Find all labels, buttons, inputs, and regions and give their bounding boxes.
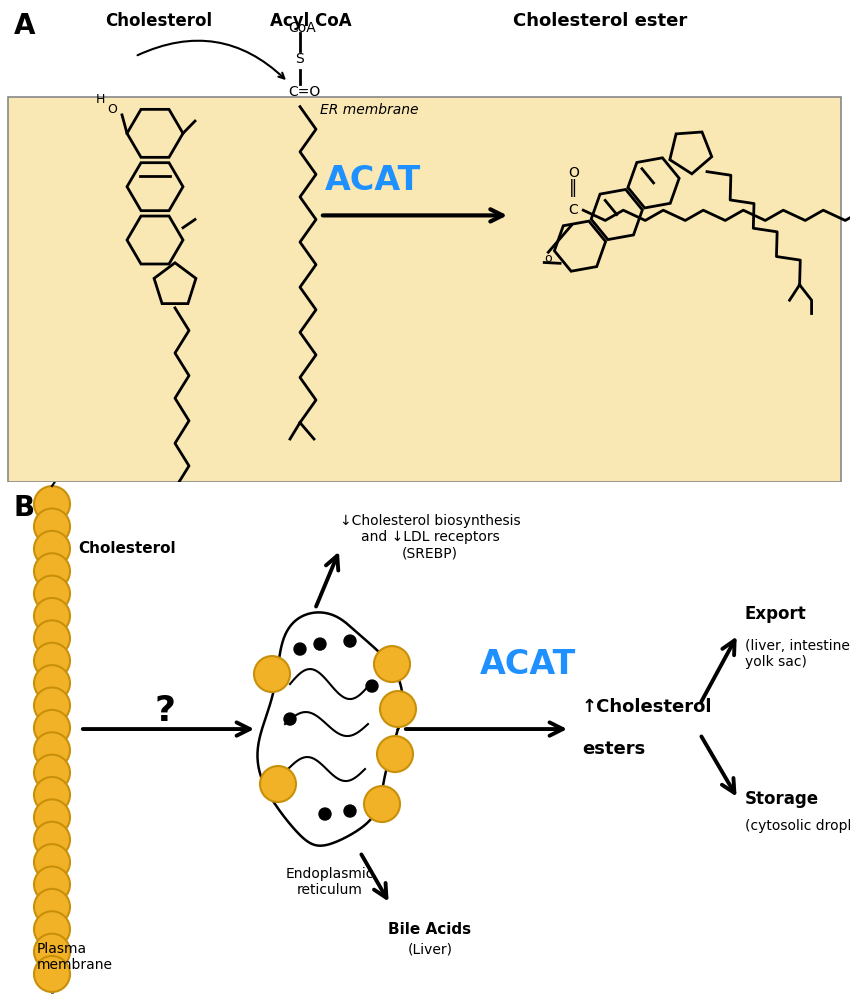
- Circle shape: [34, 956, 70, 992]
- Text: ↓Cholesterol biosynthesis
and ↓LDL receptors
(SREBP): ↓Cholesterol biosynthesis and ↓LDL recep…: [340, 514, 520, 561]
- Text: Cholesterol: Cholesterol: [105, 12, 212, 30]
- Circle shape: [34, 576, 70, 611]
- Circle shape: [380, 691, 416, 727]
- Text: (liver, intestine,
yolk sac): (liver, intestine, yolk sac): [745, 639, 850, 669]
- Circle shape: [34, 933, 70, 969]
- Text: Plasma
membrane: Plasma membrane: [37, 941, 113, 972]
- Circle shape: [34, 486, 70, 522]
- Circle shape: [377, 736, 413, 772]
- Bar: [8, 97, 841, 482]
- Text: (Liver): (Liver): [407, 942, 452, 956]
- Circle shape: [34, 822, 70, 858]
- Circle shape: [34, 531, 70, 567]
- Circle shape: [284, 713, 296, 725]
- Circle shape: [34, 688, 70, 724]
- Text: CoA: CoA: [288, 21, 316, 35]
- Circle shape: [344, 635, 356, 647]
- Text: esters: esters: [582, 741, 645, 758]
- Circle shape: [34, 777, 70, 813]
- Circle shape: [34, 554, 70, 589]
- Circle shape: [34, 867, 70, 903]
- Circle shape: [34, 665, 70, 701]
- Circle shape: [34, 598, 70, 634]
- Text: Storage: Storage: [745, 790, 819, 808]
- Text: Cholesterol ester: Cholesterol ester: [513, 12, 687, 30]
- Circle shape: [34, 509, 70, 545]
- Text: o: o: [545, 251, 552, 265]
- Circle shape: [364, 786, 400, 822]
- Text: S: S: [296, 53, 304, 67]
- Text: ↑Cholesterol: ↑Cholesterol: [582, 698, 712, 716]
- Text: ‖: ‖: [570, 179, 577, 197]
- Circle shape: [254, 656, 290, 692]
- Circle shape: [374, 646, 410, 682]
- Text: O: O: [568, 166, 579, 180]
- Text: B: B: [14, 494, 35, 522]
- Circle shape: [34, 710, 70, 746]
- Text: (cytosolic droplets): (cytosolic droplets): [745, 819, 850, 833]
- Text: C=O: C=O: [288, 85, 320, 99]
- Text: A: A: [14, 12, 36, 41]
- Circle shape: [34, 911, 70, 947]
- Text: Bile Acids: Bile Acids: [388, 922, 472, 937]
- Text: H: H: [95, 93, 105, 106]
- Circle shape: [260, 766, 296, 802]
- Text: O: O: [107, 103, 117, 116]
- Circle shape: [34, 754, 70, 790]
- Circle shape: [344, 805, 356, 817]
- Text: ?: ?: [155, 694, 175, 728]
- Text: Export: Export: [745, 605, 807, 623]
- Circle shape: [34, 799, 70, 835]
- Circle shape: [34, 643, 70, 679]
- Text: ER membrane: ER membrane: [320, 102, 418, 116]
- Text: Acyl CoA: Acyl CoA: [270, 12, 352, 30]
- Circle shape: [34, 889, 70, 924]
- Circle shape: [34, 844, 70, 880]
- Text: ACAT: ACAT: [325, 164, 422, 197]
- Circle shape: [34, 620, 70, 656]
- Circle shape: [314, 638, 326, 650]
- Circle shape: [34, 733, 70, 768]
- Text: C: C: [569, 203, 578, 218]
- Text: Endoplasmic
reticulum: Endoplasmic reticulum: [286, 867, 374, 898]
- Circle shape: [366, 680, 378, 692]
- Circle shape: [294, 643, 306, 655]
- Polygon shape: [258, 612, 403, 846]
- Text: ACAT: ACAT: [480, 647, 576, 681]
- Text: Cholesterol: Cholesterol: [78, 542, 176, 557]
- Circle shape: [319, 808, 331, 820]
